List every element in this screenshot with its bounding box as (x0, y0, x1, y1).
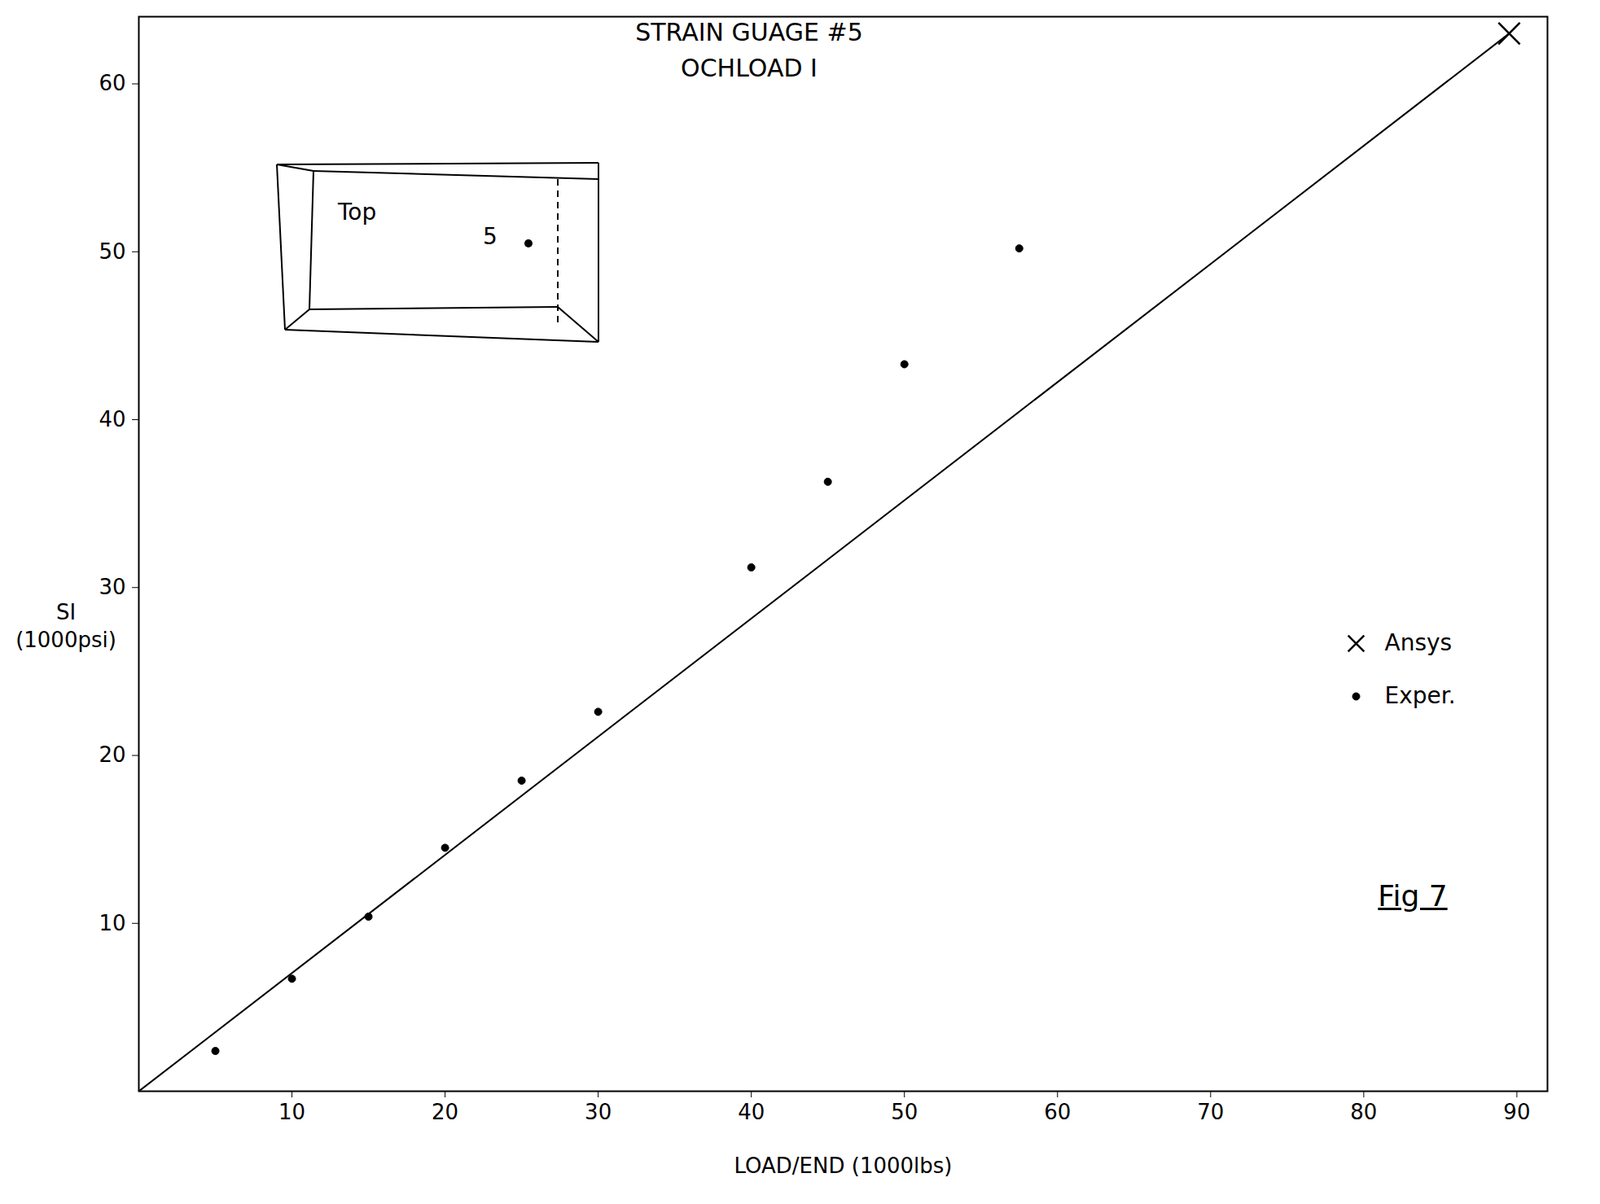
svg-text:10: 10 (278, 1100, 306, 1125)
html-text:OCHLOAD I: OCHLOAD I (680, 53, 818, 83)
svg-text:50: 50 (890, 1100, 918, 1125)
svg-text:20: 20 (431, 1100, 459, 1125)
svg-text:90: 90 (1503, 1100, 1530, 1125)
html-text:Fig 7: Fig 7 (1377, 879, 1448, 913)
svg-text:10: 10 (98, 911, 126, 936)
svg-text:50: 50 (98, 239, 126, 264)
svg-text:Top: Top (337, 198, 377, 226)
html-text:STRAIN GUAGE #5: STRAIN GUAGE #5 (635, 17, 863, 47)
svg-text:40: 40 (737, 1100, 765, 1125)
html-text:SI (1000psi): SI (1000psi) (15, 600, 117, 653)
svg-text:60: 60 (98, 70, 126, 96)
svg-text:70: 70 (1196, 1100, 1224, 1125)
svg-text:30: 30 (584, 1100, 612, 1125)
svg-text:LOAD/END (1000lbs): LOAD/END (1000lbs) (733, 1153, 952, 1179)
svg-text:60: 60 (1043, 1100, 1071, 1125)
svg-text:20: 20 (98, 742, 126, 768)
svg-text:Exper.: Exper. (1385, 682, 1456, 710)
svg-text:Ansys: Ansys (1385, 629, 1453, 657)
svg-text:80: 80 (1350, 1100, 1377, 1125)
svg-text:40: 40 (98, 407, 126, 432)
svg-text:30: 30 (98, 574, 126, 600)
svg-text:5: 5 (482, 223, 498, 250)
